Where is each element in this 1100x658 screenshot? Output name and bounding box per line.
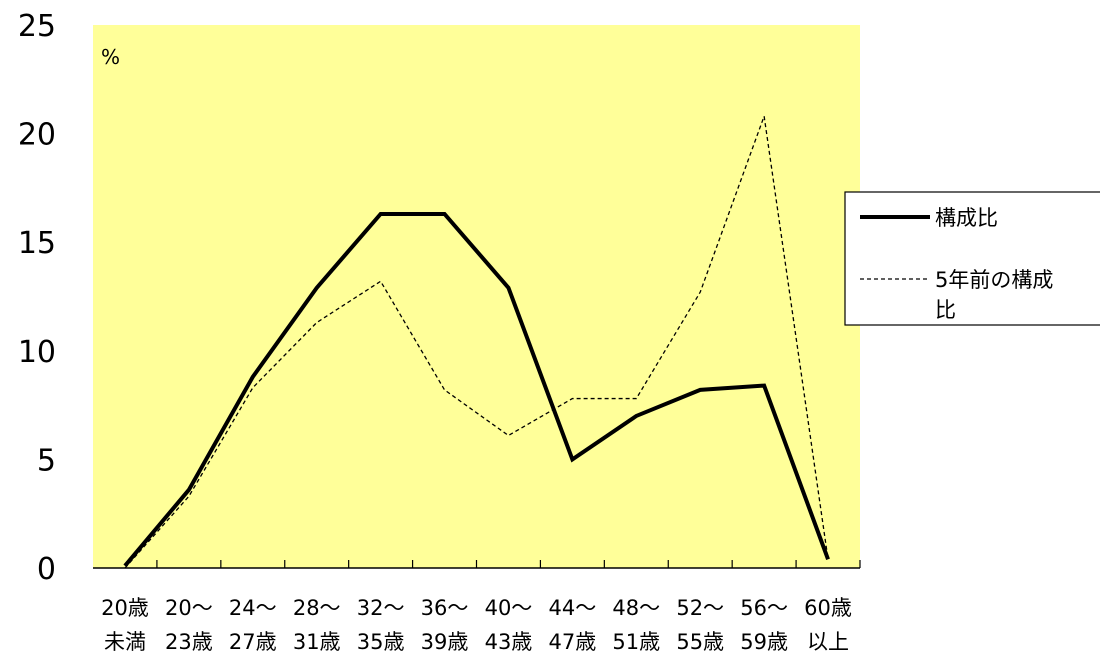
series-line-2 [124, 116, 829, 569]
x-tick-label: 35歳 [357, 630, 405, 654]
y-tick-label: 10 [18, 335, 56, 370]
series-line-1 [123, 211, 830, 568]
legend-label-series-1: 構成比 [935, 206, 998, 230]
series-layer [123, 116, 830, 569]
y-tick-label: 0 [37, 552, 56, 587]
x-tick-label: 28～ [293, 596, 341, 620]
x-tick-label: 未満 [104, 630, 146, 654]
y-tick-label: 25 [18, 9, 56, 44]
x-tick-label: 59歳 [740, 630, 788, 654]
x-tick-label: 51歳 [612, 630, 660, 654]
x-tick-label: 20～ [165, 596, 213, 620]
x-tick-label: 60歳 [804, 596, 852, 620]
x-tick-label: 44～ [549, 596, 597, 620]
x-tick-label: 56～ [740, 596, 788, 620]
x-tick-label: 23歳 [165, 630, 213, 654]
x-tick-label: 39歳 [421, 630, 469, 654]
x-tick-label: 48～ [612, 596, 660, 620]
legend: 構成比 5年前の構成比 [844, 191, 1100, 326]
x-tick-label: 36～ [421, 596, 469, 620]
plot-area [93, 25, 860, 568]
x-tick-label: 27歳 [229, 630, 277, 654]
x-tick-label: 32～ [357, 596, 405, 620]
legend-box [844, 191, 1100, 326]
y-tick-label: 15 [18, 226, 56, 261]
y-tick-label: 5 [37, 443, 56, 478]
x-tick-label: 40～ [485, 596, 533, 620]
legend-label-series-2: 5年前の構成比 [935, 268, 1053, 322]
y-tick-label: 20 [18, 118, 56, 153]
x-tick-label: 47歳 [549, 630, 597, 654]
x-tick-label: 52～ [676, 596, 724, 620]
unit-label: % [101, 45, 120, 69]
x-tick-label: 55歳 [676, 630, 724, 654]
y-axis: 0 5 10 15 20 25 [18, 9, 56, 587]
x-tick-label: 以上 [807, 630, 849, 654]
x-tick-label: 20歳 [101, 596, 149, 620]
x-tick-label: 43歳 [485, 630, 533, 654]
x-tick-label: 31歳 [293, 630, 341, 654]
x-tick-label: 24～ [229, 596, 277, 620]
